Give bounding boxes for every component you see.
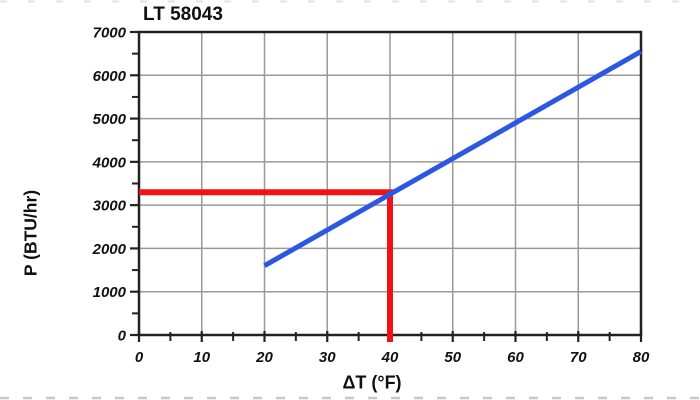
x-tick-label: 60 bbox=[507, 349, 524, 366]
x-tick-label: 30 bbox=[319, 349, 336, 366]
x-tick-label: 80 bbox=[633, 349, 650, 366]
y-tick-label: 7000 bbox=[93, 25, 127, 42]
y-tick-label: 1000 bbox=[93, 284, 127, 301]
y-axis-label: P (BTU/hr) bbox=[20, 189, 41, 277]
x-tick-label: 20 bbox=[255, 349, 273, 366]
x-tick-label: 40 bbox=[381, 349, 399, 366]
x-tick-label: 50 bbox=[444, 349, 461, 366]
heat-output-line bbox=[263, 49, 643, 268]
x-tick-label: 0 bbox=[135, 349, 144, 366]
x-axis-label: ΔT (°F) bbox=[342, 372, 402, 393]
y-tick-label: 5000 bbox=[93, 111, 127, 128]
y-tick-label: 3000 bbox=[93, 198, 127, 215]
y-tick-label: 6000 bbox=[93, 68, 127, 85]
y-tick-label: 2000 bbox=[92, 241, 127, 258]
y-tick-label: 4000 bbox=[92, 154, 127, 171]
x-tick-label: 70 bbox=[570, 349, 587, 366]
x-tick-label: 10 bbox=[193, 349, 210, 366]
y-tick-label: 0 bbox=[118, 328, 127, 345]
chart-title: LT 58043 bbox=[143, 4, 223, 25]
